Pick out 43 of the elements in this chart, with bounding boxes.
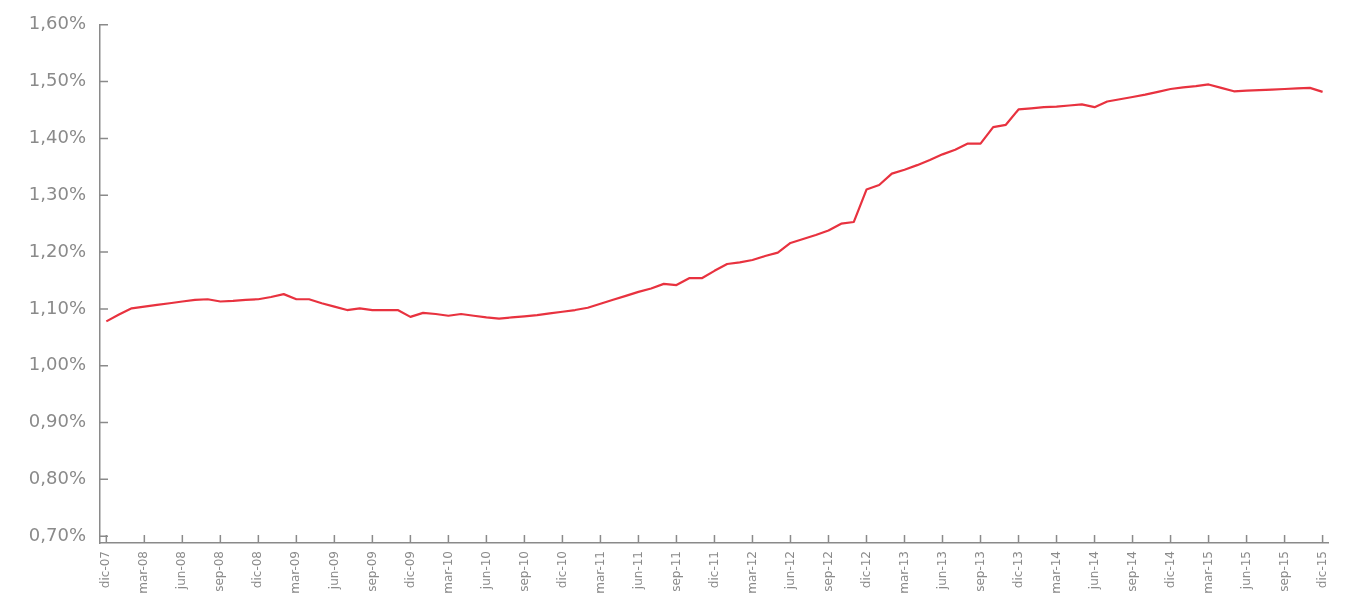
y-tick-label: 0,70% — [28, 523, 86, 545]
x-tick-label: dic-07 — [98, 551, 113, 589]
x-tick-label: mar-13 — [896, 551, 911, 594]
x-tick-label: dic-10 — [554, 551, 569, 589]
x-tick-label: mar-15 — [1200, 551, 1215, 594]
x-tick-label: mar-11 — [592, 551, 607, 594]
y-tick-label: 1,40% — [28, 126, 86, 148]
x-tick-label: dic-11 — [706, 551, 721, 589]
y-tick-label: 1,50% — [28, 69, 86, 91]
x-tick-label: dic-13 — [1010, 551, 1025, 589]
x-tick-label: mar-10 — [440, 551, 455, 594]
x-tick-label: sep-15 — [1276, 551, 1291, 592]
y-tick-label: 1,00% — [28, 353, 86, 375]
x-tick-label: dic-12 — [858, 551, 873, 589]
x-tick-label: sep-14 — [1124, 551, 1139, 592]
y-tick-label: 1,60% — [28, 12, 86, 34]
x-tick-label: mar-08 — [136, 551, 151, 594]
x-tick-label: dic-15 — [1314, 551, 1329, 589]
x-tick-label: mar-14 — [1048, 551, 1063, 594]
x-tick-label: jun-15 — [1238, 551, 1253, 591]
x-tick-label: jun-09 — [326, 551, 341, 591]
x-tick-label: mar-12 — [744, 551, 759, 594]
x-tick-label: sep-10 — [516, 551, 531, 592]
y-tick-label: 1,10% — [28, 296, 86, 318]
x-tick-label: jun-10 — [478, 551, 493, 591]
x-tick-label: sep-12 — [820, 551, 835, 592]
x-tick-label: jun-14 — [1086, 551, 1101, 591]
x-tick-label: dic-09 — [402, 551, 417, 589]
x-tick-label: sep-09 — [364, 551, 379, 592]
x-tick-label: sep-08 — [212, 551, 227, 592]
y-tick-label: 1,20% — [28, 239, 86, 261]
x-tick-label: dic-08 — [250, 551, 265, 589]
x-tick-label: dic-14 — [1162, 551, 1177, 589]
x-tick-label: jun-13 — [934, 551, 949, 591]
y-tick-label: 1,30% — [28, 182, 86, 204]
x-tick-label: sep-13 — [972, 551, 987, 592]
y-tick-label: 0,90% — [28, 410, 86, 432]
x-tick-label: jun-12 — [782, 551, 797, 591]
x-tick-label: jun-11 — [630, 551, 645, 591]
x-tick-label: sep-11 — [668, 551, 683, 592]
x-tick-label: mar-09 — [288, 551, 303, 594]
y-tick-label: 0,80% — [28, 467, 86, 489]
x-tick-label: jun-08 — [174, 551, 189, 591]
